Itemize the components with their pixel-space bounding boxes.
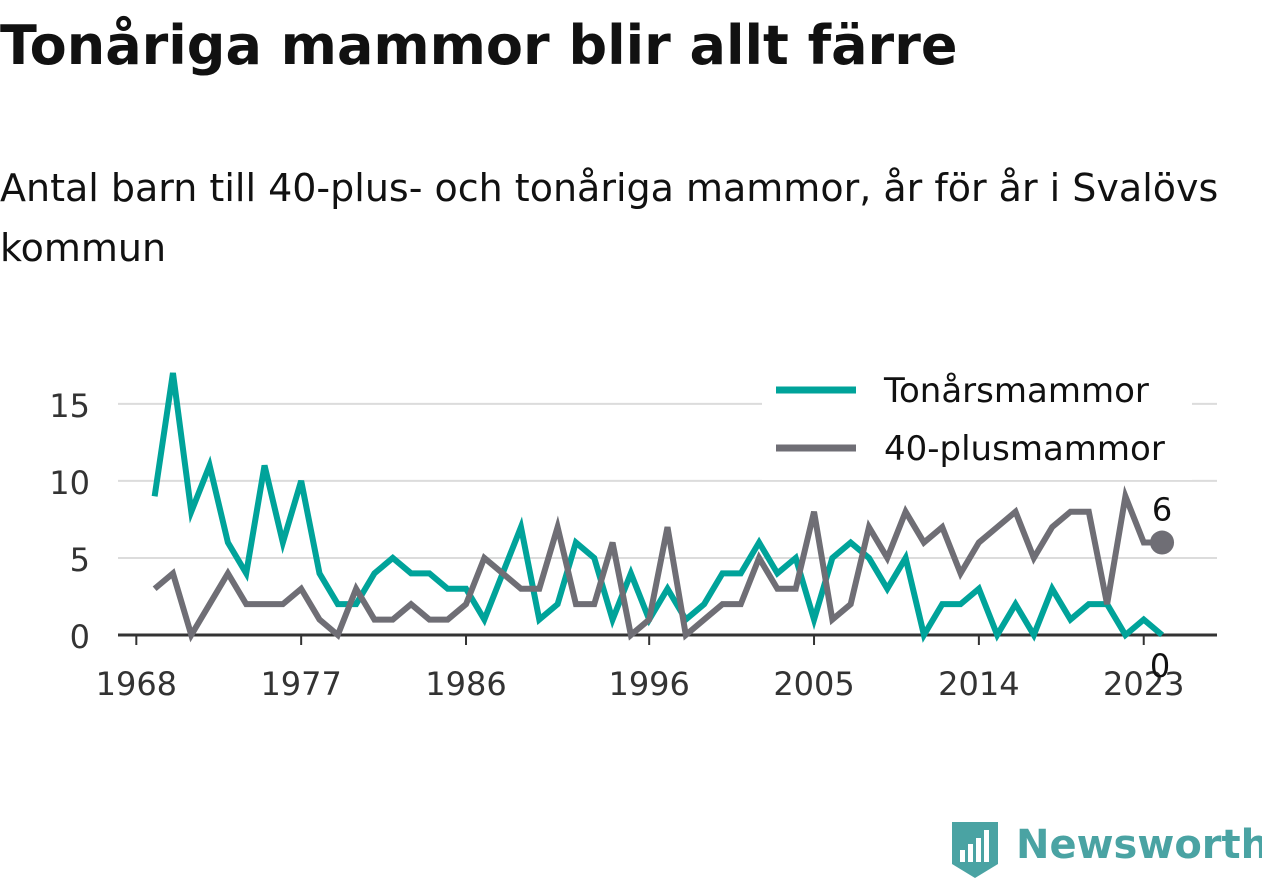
series-line-40-plusmammor bbox=[152, 485, 1163, 643]
x-axis: 1968 1977 1986 1996 2005 2014 2023 bbox=[96, 633, 1217, 703]
x-tick-label: 2014 bbox=[938, 665, 1019, 703]
brand-name: Newsworthy bbox=[1016, 822, 1262, 868]
end-value-label: 0 bbox=[1150, 647, 1170, 685]
x-tick-label: 1968 bbox=[96, 665, 177, 703]
x-tick-label: 2023 bbox=[1103, 665, 1184, 703]
line-chart: 0 5 10 15 1968 1977 1986 1996 2005 2014 2023 Tonå… bbox=[49, 360, 1217, 703]
x-tick-label: 1996 bbox=[608, 665, 689, 703]
chart-title: Tonåriga mammor blir allt färre bbox=[0, 14, 958, 77]
bar-chart-badge-icon bbox=[952, 822, 998, 878]
series-lines bbox=[151, 372, 1164, 643]
legend-label: Tonårsmammor bbox=[883, 371, 1149, 411]
y-tick-label: 0 bbox=[70, 618, 90, 656]
y-axis: 0 5 10 15 bbox=[49, 387, 90, 656]
y-tick-label: 10 bbox=[49, 464, 90, 502]
end-point-marker bbox=[1150, 530, 1175, 555]
newsworthy-logo: Newsworthy bbox=[950, 818, 1262, 878]
legend: Tonårsmammor 40-plusmammor bbox=[762, 360, 1192, 480]
y-tick-label: 15 bbox=[49, 387, 90, 425]
series-line-tonarsmammor bbox=[151, 372, 1164, 643]
y-tick-label: 5 bbox=[70, 541, 90, 579]
x-tick-label: 1986 bbox=[425, 665, 506, 703]
legend-label: 40-plusmammor bbox=[884, 429, 1165, 469]
end-value-label: 6 bbox=[1152, 491, 1172, 529]
end-labels: 06 bbox=[1150, 491, 1175, 685]
x-tick-label: 2005 bbox=[773, 665, 854, 703]
chart-subtitle: Antal barn till 40-plus- och tonåriga ma… bbox=[0, 166, 1219, 270]
legend-background bbox=[762, 360, 1192, 480]
x-tick-label: 1977 bbox=[260, 665, 341, 703]
